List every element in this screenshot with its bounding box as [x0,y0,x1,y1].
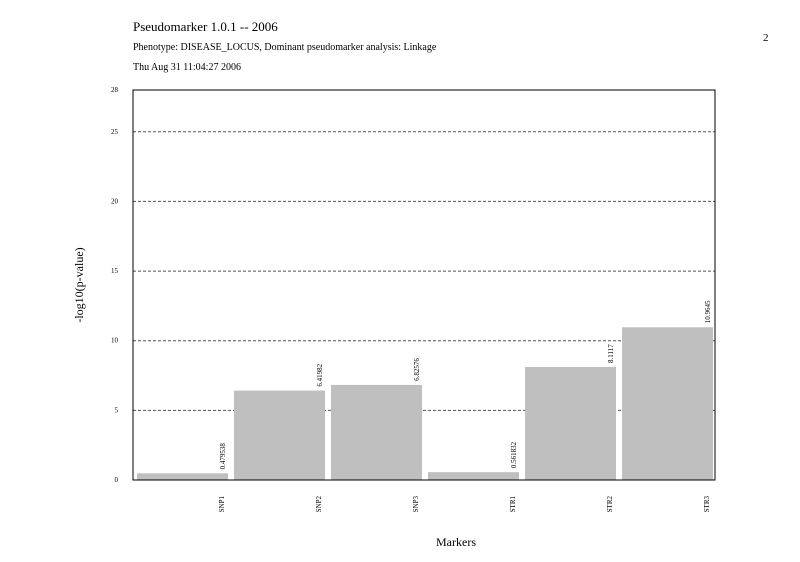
y-tick-label: 0 [115,476,119,484]
value-label-str2: 8.1117 [607,344,615,363]
bars [137,327,713,480]
y-axis-label: -log10(p-value) [72,247,86,322]
bar-str2 [525,367,616,480]
value-labels: 0.479538 6.41982 6.82576 0.561832 8.1117 10.9… [219,300,712,469]
run-timestamp: Thu Aug 31 11:04:27 2006 [133,62,241,73]
report-title: Pseudomarker 1.0.1 -- 2006 [133,19,278,34]
y-tick-label: 20 [111,197,119,205]
x-tick-label-snp2: SNP2 [315,496,323,513]
bar-str3 [622,327,713,480]
x-axis-label: Markers [436,535,476,549]
y-tick-label: 10 [111,337,119,345]
gridlines [133,131,715,411]
y-axis-ticks: 0 5 10 15 20 25 28 [111,86,119,484]
value-label-snp3: 6.82576 [413,358,421,381]
bar-snp2 [234,390,325,480]
x-tick-label-snp1: SNP1 [218,496,226,513]
y-tick-label: 5 [115,406,119,414]
bar-str1 [428,472,519,480]
y-tick-label: 25 [111,128,119,136]
value-label-str1: 0.561832 [510,441,518,468]
value-label-str3: 10.9645 [704,300,712,323]
x-tick-label-snp3: SNP3 [412,496,420,513]
bar-snp1 [137,473,228,480]
page-number: 2 [763,32,769,44]
bar-snp3 [331,384,422,480]
value-label-snp2: 6.41982 [316,363,324,386]
y-tick-label: 28 [111,86,119,94]
y-tick-label: 15 [111,267,119,275]
x-axis-category-labels: SNP1 SNP2 SNP3 STR1 STR2 STR3 [218,496,711,513]
x-tick-label-str3: STR3 [703,496,711,513]
value-label-snp1: 0.479538 [219,443,227,470]
phenotype-subtitle: Phenotype: DISEASE_LOCUS, Dominant pseud… [133,42,437,53]
x-tick-label-str1: STR1 [509,496,517,513]
plot-frame [132,89,716,481]
x-tick-label-str2: STR2 [606,496,614,513]
